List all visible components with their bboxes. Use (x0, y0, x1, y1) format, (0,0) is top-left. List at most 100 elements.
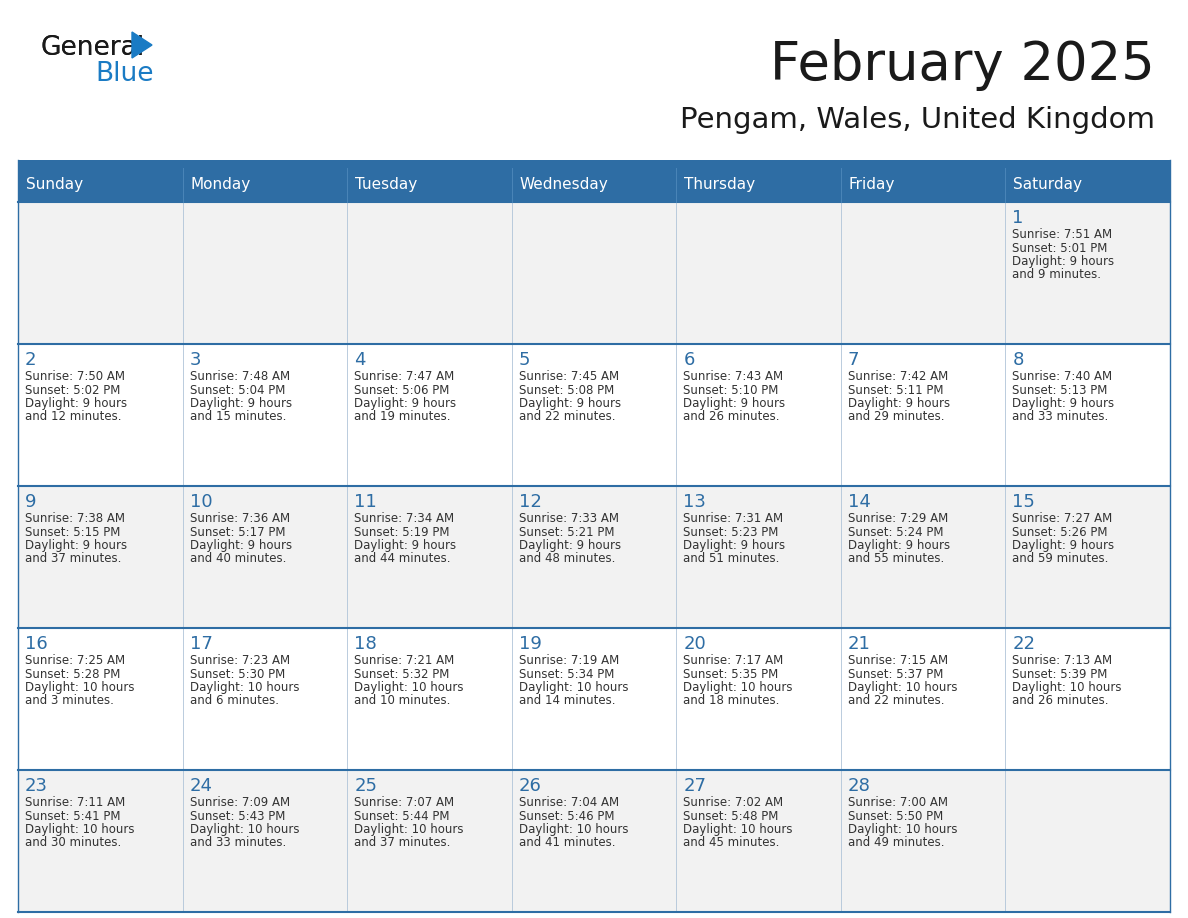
Bar (841, 344, 1005, 486)
Text: Daylight: 10 hours: Daylight: 10 hours (354, 681, 463, 694)
Bar (18, 770, 183, 912)
Text: Sunrise: 7:40 AM: Sunrise: 7:40 AM (1012, 370, 1112, 383)
Text: and 51 minutes.: and 51 minutes. (683, 553, 779, 565)
Text: Daylight: 10 hours: Daylight: 10 hours (848, 823, 958, 836)
Text: Daylight: 9 hours: Daylight: 9 hours (848, 539, 950, 552)
Text: and 33 minutes.: and 33 minutes. (190, 836, 286, 849)
Text: Sunset: 5:34 PM: Sunset: 5:34 PM (519, 667, 614, 680)
Text: 6: 6 (683, 351, 695, 369)
Text: and 40 minutes.: and 40 minutes. (190, 553, 286, 565)
Text: Sunset: 5:30 PM: Sunset: 5:30 PM (190, 667, 285, 680)
Bar (18, 344, 183, 486)
Text: Daylight: 9 hours: Daylight: 9 hours (25, 539, 127, 552)
Bar (18, 486, 183, 628)
Text: Sunset: 5:44 PM: Sunset: 5:44 PM (354, 810, 449, 823)
Bar (841, 486, 1005, 628)
Text: Sunset: 5:46 PM: Sunset: 5:46 PM (519, 810, 614, 823)
Text: Sunrise: 7:48 AM: Sunrise: 7:48 AM (190, 370, 290, 383)
Text: Sunrise: 7:38 AM: Sunrise: 7:38 AM (25, 512, 125, 525)
Bar (183, 344, 347, 486)
Text: and 10 minutes.: and 10 minutes. (354, 695, 450, 708)
Text: February 2025: February 2025 (770, 39, 1155, 91)
Text: Daylight: 9 hours: Daylight: 9 hours (354, 539, 456, 552)
Bar (841, 628, 1005, 770)
Bar (1005, 770, 1170, 912)
Bar (183, 486, 347, 628)
Bar (183, 770, 347, 912)
Text: Sunset: 5:41 PM: Sunset: 5:41 PM (25, 810, 120, 823)
Text: Sunset: 5:32 PM: Sunset: 5:32 PM (354, 667, 449, 680)
Text: 19: 19 (519, 635, 542, 653)
Text: 26: 26 (519, 777, 542, 795)
Text: Daylight: 9 hours: Daylight: 9 hours (354, 397, 456, 410)
Bar (347, 628, 512, 770)
Text: Daylight: 9 hours: Daylight: 9 hours (25, 397, 127, 410)
Text: Sunset: 5:21 PM: Sunset: 5:21 PM (519, 525, 614, 539)
Text: Sunrise: 7:04 AM: Sunrise: 7:04 AM (519, 796, 619, 809)
Text: and 29 minutes.: and 29 minutes. (848, 410, 944, 423)
Bar (512, 202, 676, 344)
Text: and 37 minutes.: and 37 minutes. (25, 553, 121, 565)
Text: and 18 minutes.: and 18 minutes. (683, 695, 779, 708)
Text: 13: 13 (683, 493, 706, 511)
Text: Daylight: 10 hours: Daylight: 10 hours (683, 823, 792, 836)
Text: Daylight: 10 hours: Daylight: 10 hours (25, 823, 134, 836)
Text: Sunrise: 7:47 AM: Sunrise: 7:47 AM (354, 370, 454, 383)
Text: Daylight: 9 hours: Daylight: 9 hours (1012, 539, 1114, 552)
Bar (841, 168, 1005, 202)
Text: Daylight: 10 hours: Daylight: 10 hours (519, 681, 628, 694)
Text: and 55 minutes.: and 55 minutes. (848, 553, 944, 565)
Text: Saturday: Saturday (1013, 177, 1082, 193)
Text: Blue: Blue (95, 61, 153, 87)
Text: Sunrise: 7:09 AM: Sunrise: 7:09 AM (190, 796, 290, 809)
Text: Sunset: 5:02 PM: Sunset: 5:02 PM (25, 384, 120, 397)
Text: Daylight: 9 hours: Daylight: 9 hours (190, 539, 292, 552)
Text: Daylight: 9 hours: Daylight: 9 hours (848, 397, 950, 410)
Text: and 45 minutes.: and 45 minutes. (683, 836, 779, 849)
Text: Sunrise: 7:11 AM: Sunrise: 7:11 AM (25, 796, 125, 809)
Bar (676, 628, 841, 770)
Bar (841, 770, 1005, 912)
Text: Sunset: 5:24 PM: Sunset: 5:24 PM (848, 525, 943, 539)
Text: Sunset: 5:17 PM: Sunset: 5:17 PM (190, 525, 285, 539)
Text: Sunrise: 7:07 AM: Sunrise: 7:07 AM (354, 796, 454, 809)
Text: Thursday: Thursday (684, 177, 756, 193)
Text: 7: 7 (848, 351, 859, 369)
Text: Daylight: 9 hours: Daylight: 9 hours (1012, 255, 1114, 268)
Text: and 26 minutes.: and 26 minutes. (1012, 695, 1108, 708)
Text: Sunrise: 7:27 AM: Sunrise: 7:27 AM (1012, 512, 1113, 525)
Text: 17: 17 (190, 635, 213, 653)
Text: Sunset: 5:43 PM: Sunset: 5:43 PM (190, 810, 285, 823)
Text: Sunrise: 7:19 AM: Sunrise: 7:19 AM (519, 654, 619, 667)
Text: Wednesday: Wednesday (519, 177, 608, 193)
Polygon shape (132, 32, 152, 58)
Text: Daylight: 9 hours: Daylight: 9 hours (683, 539, 785, 552)
Text: Sunset: 5:10 PM: Sunset: 5:10 PM (683, 384, 778, 397)
Text: Sunrise: 7:13 AM: Sunrise: 7:13 AM (1012, 654, 1112, 667)
Bar (18, 202, 183, 344)
Bar (841, 202, 1005, 344)
Text: Daylight: 10 hours: Daylight: 10 hours (190, 681, 299, 694)
Text: Sunset: 5:04 PM: Sunset: 5:04 PM (190, 384, 285, 397)
Text: and 19 minutes.: and 19 minutes. (354, 410, 450, 423)
Text: and 26 minutes.: and 26 minutes. (683, 410, 779, 423)
Bar (183, 202, 347, 344)
Text: and 44 minutes.: and 44 minutes. (354, 553, 450, 565)
Text: and 12 minutes.: and 12 minutes. (25, 410, 121, 423)
Text: Sunset: 5:48 PM: Sunset: 5:48 PM (683, 810, 778, 823)
Bar (347, 770, 512, 912)
Bar (1005, 344, 1170, 486)
Bar (18, 168, 183, 202)
Text: Sunrise: 7:25 AM: Sunrise: 7:25 AM (25, 654, 125, 667)
Text: 14: 14 (848, 493, 871, 511)
Text: Daylight: 10 hours: Daylight: 10 hours (1012, 681, 1121, 694)
Text: Daylight: 10 hours: Daylight: 10 hours (848, 681, 958, 694)
Text: Sunset: 5:06 PM: Sunset: 5:06 PM (354, 384, 449, 397)
Bar (676, 168, 841, 202)
Bar (18, 628, 183, 770)
Text: General: General (40, 35, 144, 61)
Text: Sunrise: 7:23 AM: Sunrise: 7:23 AM (190, 654, 290, 667)
Text: 28: 28 (848, 777, 871, 795)
Text: Daylight: 10 hours: Daylight: 10 hours (519, 823, 628, 836)
Text: 22: 22 (1012, 635, 1036, 653)
